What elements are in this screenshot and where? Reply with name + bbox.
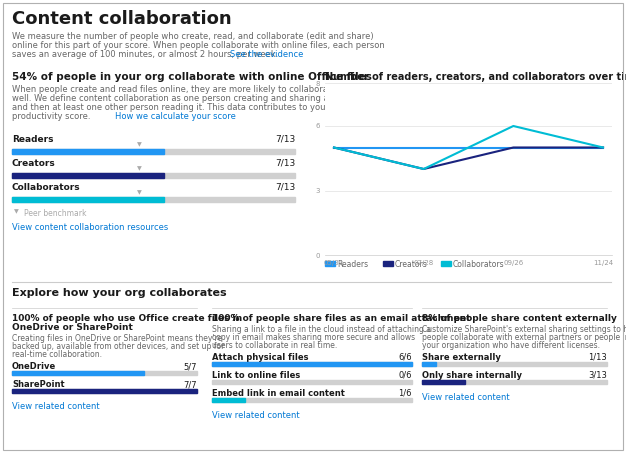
Text: 0/6: 0/6: [399, 371, 412, 380]
Text: 3/13: 3/13: [588, 371, 607, 380]
Text: Creators: Creators: [12, 159, 56, 168]
Bar: [212, 398, 245, 402]
Text: Attach physical files: Attach physical files: [212, 353, 309, 362]
Text: Creating files in OneDrive or SharePoint means they're: Creating files in OneDrive or SharePoint…: [12, 334, 222, 343]
Text: backed up, available from other devices, and set up for: backed up, available from other devices,…: [12, 342, 224, 351]
Bar: [383, 261, 393, 266]
Text: real-time collaboration.: real-time collaboration.: [12, 350, 102, 359]
Text: users to collaborate in real time.: users to collaborate in real time.: [212, 341, 337, 350]
Bar: [422, 362, 607, 366]
Text: ▼: ▼: [137, 142, 141, 147]
Text: Only share internally: Only share internally: [422, 371, 522, 380]
Text: 7/13: 7/13: [275, 183, 295, 192]
Text: 100% of people share files as an email attachment: 100% of people share files as an email a…: [212, 314, 471, 323]
Text: SharePoint: SharePoint: [12, 380, 64, 389]
Text: View related content: View related content: [212, 411, 300, 420]
Text: We measure the number of people who create, read, and collaborate (edit and shar: We measure the number of people who crea…: [12, 32, 374, 41]
Text: Sharing a link to a file in the cloud instead of attaching a: Sharing a link to a file in the cloud in…: [212, 325, 431, 334]
Text: View content collaboration resources: View content collaboration resources: [12, 223, 168, 232]
Text: Content collaboration: Content collaboration: [12, 10, 232, 28]
Text: 1/6: 1/6: [399, 389, 412, 398]
Text: saves an average of 100 minutes, or almost 2 hours, per week.: saves an average of 100 minutes, or almo…: [12, 50, 281, 59]
Text: 5/7: 5/7: [183, 362, 197, 371]
Text: Share externally: Share externally: [422, 353, 501, 362]
Bar: [422, 362, 436, 366]
Text: well. We define content collaboration as one person creating and sharing an Offi: well. We define content collaboration as…: [12, 94, 380, 103]
Text: Collaborators: Collaborators: [453, 260, 505, 269]
Bar: [12, 149, 165, 154]
Bar: [12, 197, 165, 202]
Text: Embed link in email content: Embed link in email content: [212, 389, 345, 398]
Text: Peer benchmark: Peer benchmark: [24, 209, 86, 218]
Text: ▼: ▼: [137, 166, 141, 171]
Text: online for this part of your score. When people collaborate with online files, e: online for this part of your score. When…: [12, 41, 385, 50]
Text: Collaborators: Collaborators: [12, 183, 81, 192]
Text: 7/7: 7/7: [183, 380, 197, 389]
Bar: [422, 380, 464, 384]
Text: 1/13: 1/13: [588, 353, 607, 362]
Text: Readers: Readers: [337, 260, 368, 269]
Bar: [12, 389, 197, 393]
Text: ▼: ▼: [137, 190, 141, 195]
Text: 7/13: 7/13: [275, 135, 295, 144]
Text: See the evidence: See the evidence: [230, 50, 304, 59]
Bar: [12, 371, 197, 375]
Text: When people create and read files online, they are more likely to collaborate on: When people create and read files online…: [12, 85, 377, 94]
Text: 54% of people in your org collaborate with online Office files: 54% of people in your org collaborate wi…: [12, 72, 372, 82]
Text: OneDrive or SharePoint: OneDrive or SharePoint: [12, 323, 133, 332]
Text: Customize SharePoint's external sharing settings to help: Customize SharePoint's external sharing …: [422, 325, 626, 334]
Bar: [212, 362, 412, 366]
Bar: [12, 149, 295, 154]
Bar: [12, 389, 197, 393]
Text: 7/13: 7/13: [275, 159, 295, 168]
Text: View related content: View related content: [12, 402, 100, 411]
Text: Readers: Readers: [12, 135, 53, 144]
Text: ▼: ▼: [14, 209, 19, 214]
Text: Number of readers, creators, and collaborators over time: Number of readers, creators, and collabo…: [325, 72, 626, 82]
Text: and then at least one other person reading it. This data contributes to your ove: and then at least one other person readi…: [12, 103, 361, 112]
Text: people collaborate with external partners or people in: people collaborate with external partner…: [422, 333, 626, 342]
Bar: [12, 371, 144, 375]
Text: Link to online files: Link to online files: [212, 371, 300, 380]
Bar: [212, 362, 412, 366]
Text: copy in email makes sharing more secure and allows: copy in email makes sharing more secure …: [212, 333, 415, 342]
Text: 100% of people who use Office create files in: 100% of people who use Office create fil…: [12, 314, 242, 323]
Text: productivity score.: productivity score.: [12, 112, 93, 121]
Text: 8% of people share content externally: 8% of people share content externally: [422, 314, 617, 323]
Text: Creators: Creators: [395, 260, 428, 269]
Text: OneDrive: OneDrive: [12, 362, 56, 371]
Text: Explore how your org collaborates: Explore how your org collaborates: [12, 288, 227, 298]
Bar: [12, 173, 165, 178]
Bar: [212, 398, 412, 402]
Bar: [12, 173, 295, 178]
Bar: [422, 380, 607, 384]
Text: 6/6: 6/6: [398, 353, 412, 362]
Text: View related content: View related content: [422, 393, 510, 402]
Text: How we calculate your score: How we calculate your score: [115, 112, 236, 121]
Bar: [441, 261, 451, 266]
Text: your organization who have different licenses.: your organization who have different lic…: [422, 341, 600, 350]
Bar: [325, 261, 335, 266]
Bar: [12, 197, 295, 202]
Bar: [212, 380, 412, 384]
